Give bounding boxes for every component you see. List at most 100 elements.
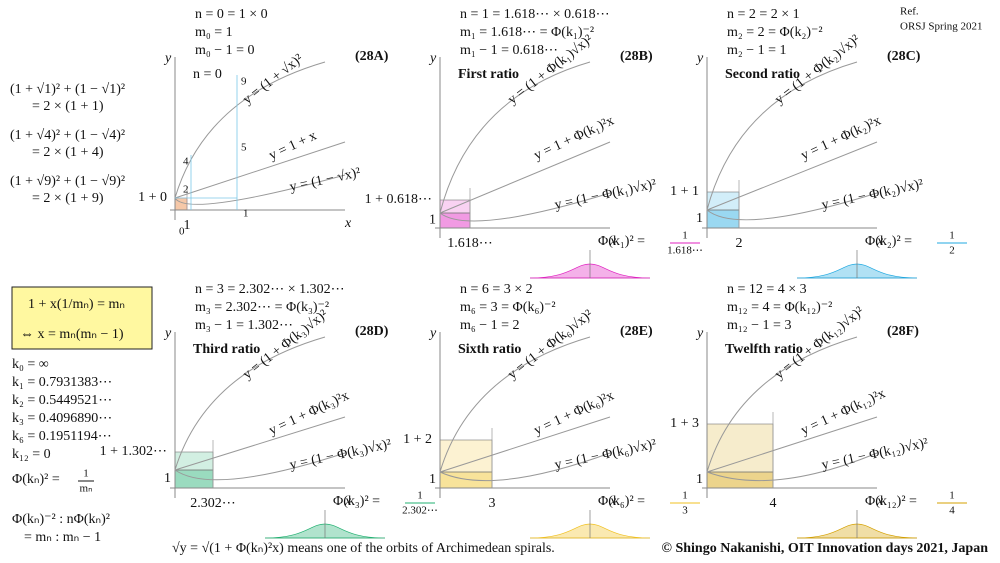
phi-definition: Φ(kₙ)² = (12, 472, 60, 487)
y-value-label: 1 + 2 (403, 432, 432, 447)
identity: = 2 × (1 + 1) (32, 99, 104, 114)
k-value: k₂ = 0.5449521⋯ (12, 393, 112, 408)
one-label: 1 (696, 472, 703, 487)
unit-square (439, 471, 493, 489)
x-value-label: 1 (184, 218, 191, 233)
panel-id: (28E) (620, 324, 653, 339)
panel-header: m₁₂ = 4 = Φ(k₁₂)⁻² (727, 300, 832, 315)
k-value: k₀ = ∞ (12, 357, 49, 372)
phi-numerator: 1 (949, 490, 955, 502)
identity: = 2 × (1 + 4) (32, 145, 104, 160)
phi-label: Φ(k₃)² = (333, 494, 380, 509)
identity: (1 + √1)² + (1 − √1)² (10, 82, 125, 97)
phi-label: Φ(k₂)² = (865, 234, 912, 249)
panel-header: m₆ − 1 = 2 (460, 318, 520, 333)
phi-numerator: 1 (417, 490, 423, 502)
ratio-formula: = mₙ : mₙ − 1 (24, 530, 101, 545)
axis-label-y: y (695, 326, 704, 341)
axis-label-x: x (609, 234, 617, 249)
upper-square (439, 439, 493, 473)
spiral-note: √y = √(1 + Φ(kₙ)²x) means one of the orb… (172, 541, 555, 556)
line-middle (439, 416, 611, 473)
copyright: © Shingo Nakanishi, OIT Innovation days … (662, 541, 989, 556)
upper-square (706, 423, 774, 473)
identity: = 2 × (1 + 9) (32, 191, 104, 206)
one-label: 1 (429, 472, 436, 487)
phi-def-numerator: 1 (83, 468, 89, 480)
identity: (1 + √4)² + (1 − √4)² (10, 128, 125, 143)
axis-label-x: x (609, 494, 617, 509)
axis-label-x: x (344, 494, 352, 509)
ref-label: ORSJ Spring 2021 (900, 21, 983, 33)
panel-id: (28C) (887, 49, 921, 64)
curve-lower (174, 452, 346, 481)
one-label: 1 (164, 471, 171, 486)
panel-header: n = 0 = 1 × 0 (195, 7, 268, 22)
axis-label-y: y (695, 51, 704, 66)
phi-denominator: 4 (949, 505, 955, 517)
panel-header: m₀ − 1 = 0 (195, 43, 255, 58)
k-value: k₁ = 0.7931383⋯ (12, 375, 112, 390)
panel-header: m₃ − 1 = 1.302⋯ (195, 318, 293, 333)
phi-denominator: 2.302⋯ (402, 505, 438, 517)
line-middle (706, 416, 878, 473)
curve-upper (706, 336, 858, 473)
curve-upper (174, 61, 326, 199)
y-value-label: 1 + 0.618⋯ (365, 192, 432, 207)
panel-id: (28A) (355, 49, 389, 64)
grid-label: 5 (241, 142, 247, 154)
curve-upper (439, 336, 591, 473)
ratio-formula: Φ(kₙ)⁻² : nΦ(kₙ)² (12, 512, 110, 527)
y-value-label: 1 + 3 (670, 416, 699, 431)
panel-header: m₁₂ − 1 = 3 (727, 318, 791, 333)
panel-header: m₂ − 1 = 1 (727, 43, 787, 58)
axis-label-y: y (163, 51, 172, 66)
panel-header: n = 6 = 3 × 2 (460, 282, 533, 297)
curve-lower (174, 174, 346, 205)
panel-header: m₁ − 1 = 0.618⋯ (460, 43, 558, 58)
identity: (1 + √9)² + (1 − √9)² (10, 174, 125, 189)
line-middle (174, 416, 346, 471)
phi-label: Φ(k₆)² = (598, 494, 645, 509)
x-value-label: 1.618⋯ (447, 236, 493, 251)
panel-header: m₃ = 2.302⋯ = Φ(k₃)⁻² (195, 300, 329, 315)
k-value: k₃ = 0.4096890⋯ (12, 411, 112, 426)
axis-label-y: y (163, 326, 172, 341)
axis-label-y: y (428, 51, 437, 66)
axis-label-x: x (876, 234, 884, 249)
phi-label: Φ(k₁₂)² = (865, 494, 917, 509)
axis-label-y: y (428, 326, 437, 341)
panel-header: n = 2 = 2 × 1 (727, 7, 800, 22)
panel-header: m₁ = 1.618⋯ = Φ(k₁)⁻² (460, 25, 594, 40)
curve-lower (439, 192, 611, 222)
y-value-label: 1 + 1 (670, 184, 699, 199)
x-value-label: 2.302⋯ (190, 496, 236, 511)
curve-lower (439, 452, 611, 482)
grid-label: 2 (183, 184, 189, 196)
grid-label: 0 (179, 226, 185, 238)
panel-id: (28D) (355, 324, 389, 339)
ratio-label: Sixth ratio (458, 342, 521, 357)
k-value: k₁₂ = 0 (12, 447, 51, 462)
x-value-label: 2 (736, 236, 743, 251)
grid-label: 1 (243, 208, 249, 220)
grid-label: 4 (183, 156, 189, 168)
box-formula: ⇔ x = mₙ(mₙ − 1) (20, 327, 124, 342)
formula-box (11, 286, 153, 350)
phi-numerator: 1 (682, 490, 688, 502)
one-label: 1 (696, 211, 703, 226)
line-middle (174, 141, 346, 199)
k-value: k₆ = 0.1951194⋯ (12, 429, 112, 444)
grid-label: 9 (241, 76, 247, 88)
panel-header: n = 3 = 2.302⋯ × 1.302⋯ (195, 282, 345, 297)
phi-denominator: 1.618⋯ (667, 245, 703, 257)
phi-denominator: 3 (682, 505, 688, 517)
curve-lower (706, 452, 878, 482)
ratio-label: First ratio (458, 67, 519, 82)
phi-label: Φ(k₁)² = (598, 234, 645, 249)
ratio-label: Third ratio (193, 342, 260, 357)
panel-header: m₀ = 1 (195, 25, 233, 40)
ratio-label: n = 0 (193, 67, 222, 82)
